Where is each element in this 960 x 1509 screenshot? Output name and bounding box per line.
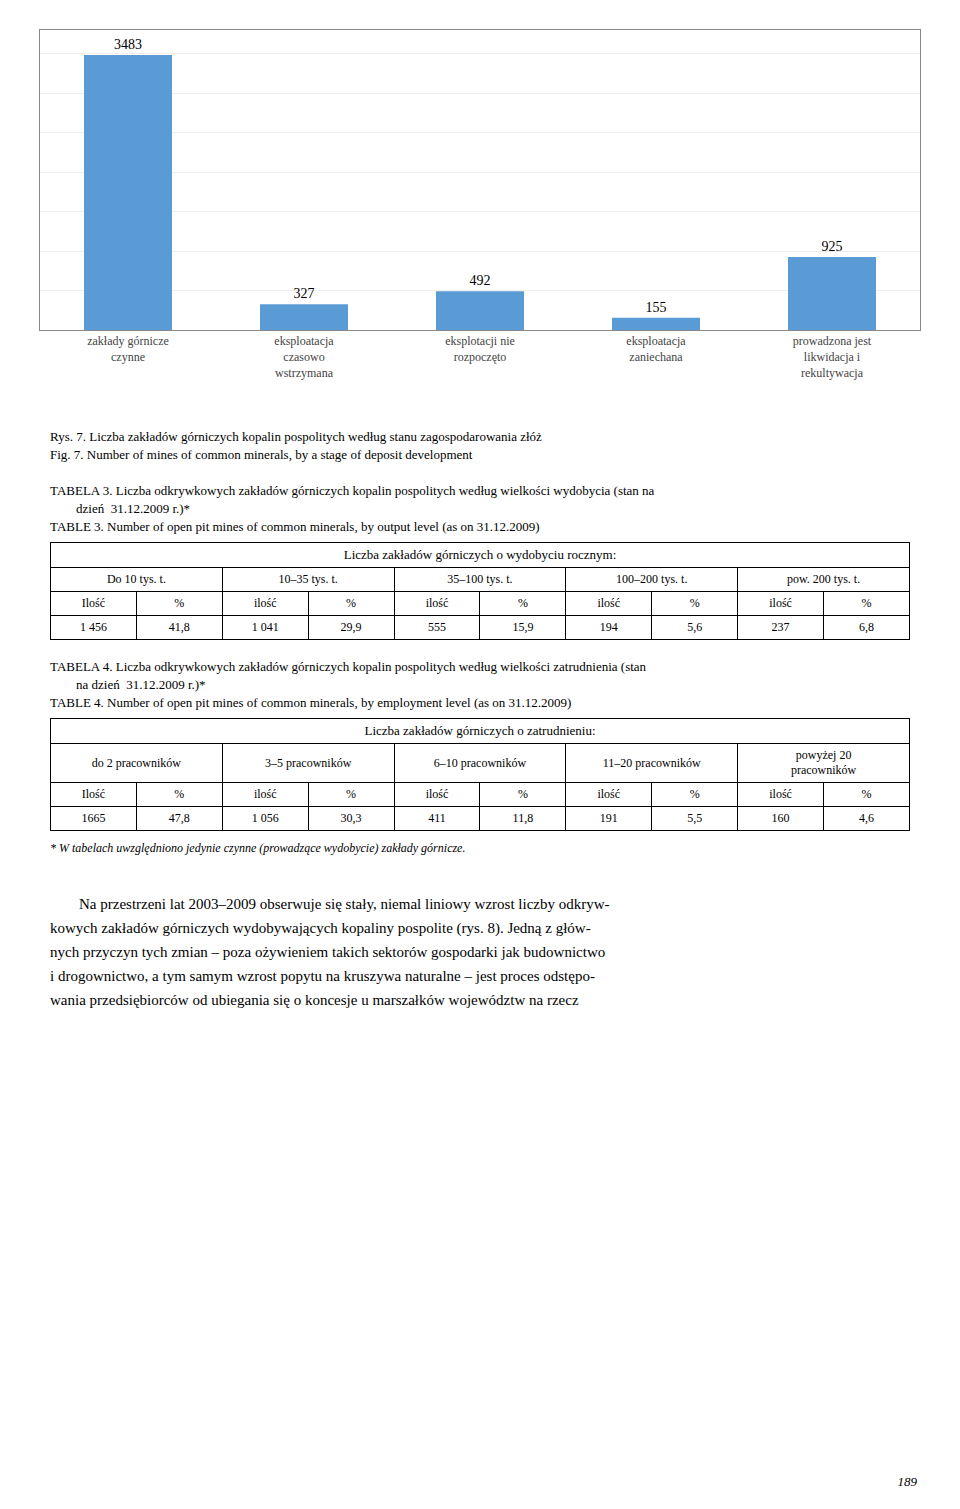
html-text:10–35 tys. t.: 10–35 tys. t. (278, 572, 338, 586)
html-text:Ilość: Ilość (81, 596, 106, 610)
html-text:5,5: 5,5 (687, 811, 703, 825)
html-text:30,3: 30,3 (340, 811, 362, 825)
html-text:6–10 pracowników: 6–10 pracowników (433, 755, 527, 770)
html-text:ilość: ilość (425, 787, 449, 801)
html-text:ilość: ilość (253, 596, 277, 610)
html-text:ilość: ilość (769, 596, 792, 610)
svg-text:925: 925 (822, 239, 843, 254)
html-text:6,8: 6,8 (859, 620, 874, 634)
html-text:ilość: ilość (425, 596, 449, 610)
html-text:100–200 tys. t.: 100–200 tys. t. (616, 572, 688, 586)
html-text:* W tabelach uwzględniono jedy: * W tabelach uwzględniono jedynie czynne… (50, 841, 466, 855)
html-text:15,9: 15,9 (512, 620, 534, 634)
svg-text:492: 492 (470, 273, 491, 288)
html-text:ilość: ilość (769, 787, 792, 801)
html-text:TABLE 3. Number of open pit mi: TABLE 3. Number of open pit mines of com… (50, 519, 540, 534)
svg-text:eksploatacjazaniechana: eksploatacjazaniechana (626, 334, 686, 364)
html-text:ilość: ilość (597, 596, 621, 610)
svg-text:155: 155 (646, 300, 667, 315)
svg-text:zakłady górniczeczynne: zakłady górniczeczynne (87, 334, 169, 364)
html-text:i drogownictwo, a tym samym wz: i drogownictwo, a tym samym wzrost popyt… (50, 968, 595, 984)
svg-text:prowadzona jestlikwidacja irek: prowadzona jestlikwidacja irekultywacja (793, 334, 872, 379)
html-text:Na przestrzeni lat 2003–2009 o: Na przestrzeni lat 2003–2009 obserwuje s… (79, 896, 610, 912)
html-text:wania przedsiębiorców od ubieg: wania przedsiębiorców od ubiegania się o… (50, 992, 579, 1008)
html-text:555: 555 (428, 620, 446, 634)
html-text:41,8: 41,8 (168, 620, 190, 634)
html-text:Liczba zakładów górniczych o z: Liczba zakładów górniczych o zatrudnieni… (364, 723, 596, 738)
html-text:189: 189 (897, 1474, 917, 1489)
html-text:nych przyczyn tych zmian – poz: nych przyczyn tych zmian – poza ożywieni… (50, 944, 606, 960)
html-text:pow. 200 tys. t.: pow. 200 tys. t. (786, 572, 861, 586)
svg-text:3483: 3483 (114, 37, 142, 52)
html-text:411: 411 (428, 811, 446, 825)
html-text:TABELA 4. Liczba odkrywkowych: TABELA 4. Liczba odkrywkowych zakładów g… (50, 659, 647, 674)
html-text:ilość: ilość (597, 787, 621, 801)
html-text:1665: 1665 (81, 811, 106, 825)
html-text:kowych zakładów górniczych wyd: kowych zakładów górniczych wydobywającyc… (50, 920, 591, 936)
html-text:29,9: 29,9 (340, 620, 362, 634)
html-text:Rys. 7. Liczba zakładów górnic: Rys. 7. Liczba zakładów górniczych kopal… (50, 429, 542, 444)
html-text:11–20 pracowników: 11–20 pracowników (602, 755, 701, 770)
html-text:194: 194 (599, 620, 618, 634)
html-text:5,6: 5,6 (687, 620, 703, 634)
svg-text:eksploatacjaczasowowstrzymana: eksploatacjaczasowowstrzymana (274, 334, 334, 379)
html-text:dzień 31.12.2009 r.)*: dzień 31.12.2009 r.)* (50, 501, 191, 516)
html-text:160: 160 (771, 811, 790, 825)
html-text:3–5 pracowników: 3–5 pracowników (265, 755, 352, 770)
html-text:1 456: 1 456 (79, 620, 107, 634)
html-text:Fig. 7. Number of mines of com: Fig. 7. Number of mines of common minera… (50, 447, 473, 462)
svg-text:eksplotacji nierozpoczęto: eksplotacji nierozpoczęto (445, 334, 515, 364)
html-text:ilość: ilość (253, 787, 277, 801)
html-text:powyżej 20 pracowników: powyżej 20 pracowników (790, 748, 857, 777)
html-text:47,8: 47,8 (168, 811, 190, 825)
html-text:Ilość: Ilość (81, 787, 106, 801)
html-text:TABELA 3. Liczba odkrywkowych: TABELA 3. Liczba odkrywkowych zakładów g… (50, 483, 655, 498)
html-text:11,8: 11,8 (512, 811, 534, 825)
html-text:TABLE 4. Number of open pit mi: TABLE 4. Number of open pit mines of com… (50, 695, 572, 710)
html-text:1 041: 1 041 (251, 620, 279, 634)
html-text:na dzień 31.12.2009 r.)*: na dzień 31.12.2009 r.)* (50, 677, 206, 692)
html-text:4,6: 4,6 (859, 811, 874, 825)
html-text:1 056: 1 056 (251, 811, 279, 825)
html-text:35–100 tys. t.: 35–100 tys. t. (447, 572, 513, 586)
svg-text:327: 327 (294, 286, 315, 301)
html-text:191: 191 (599, 811, 618, 825)
html-text:Liczba zakładów górniczych o w: Liczba zakładów górniczych o wydobyciu r… (343, 547, 617, 562)
html-text:237: 237 (771, 620, 790, 634)
html-text:Do 10 tys. t.: Do 10 tys. t. (106, 572, 166, 586)
html-text:do 2 pracowników: do 2 pracowników (91, 755, 181, 770)
